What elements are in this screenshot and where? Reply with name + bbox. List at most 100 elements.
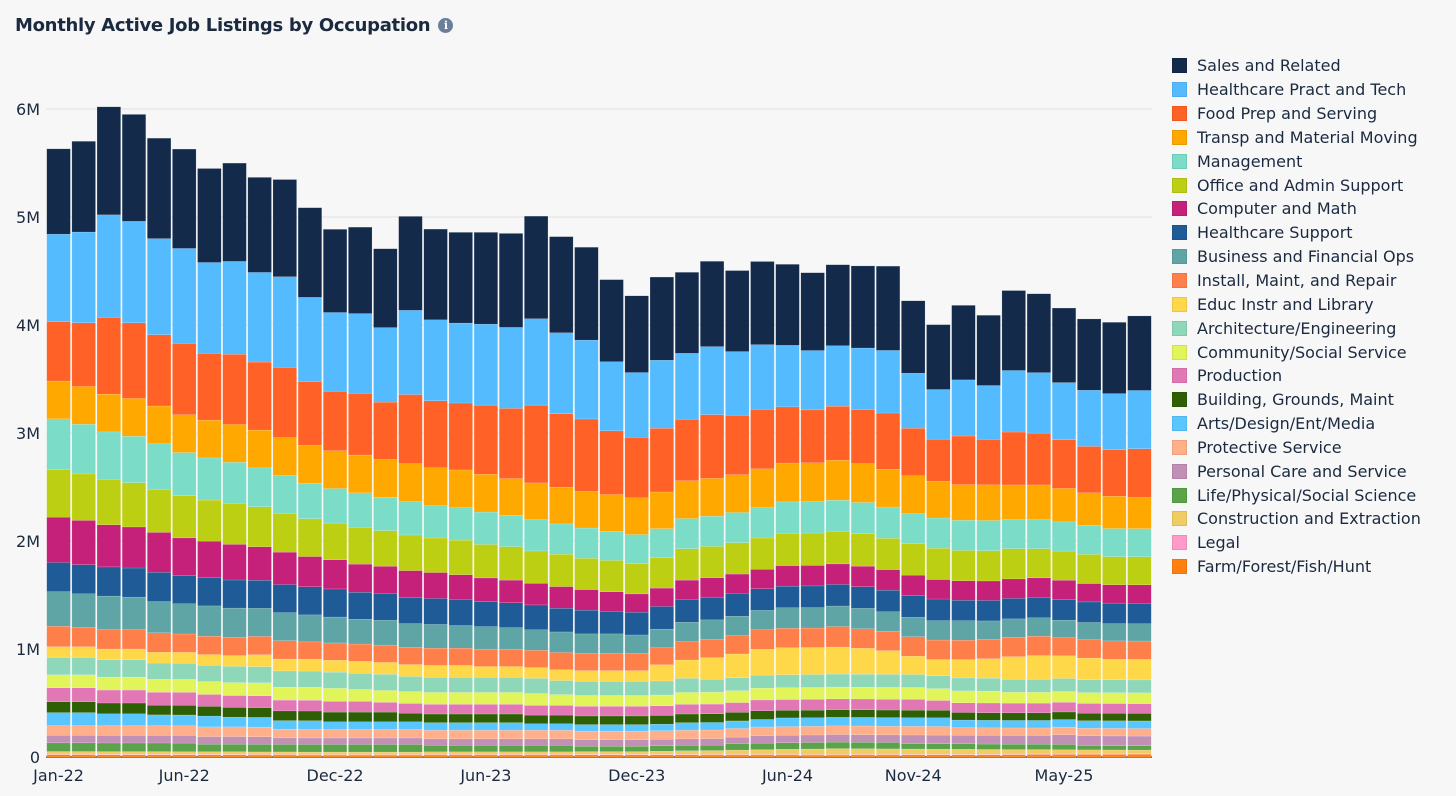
bar-segment[interactable]: [423, 598, 448, 625]
bar-segment[interactable]: [1077, 712, 1102, 721]
bar-segment[interactable]: [96, 431, 121, 480]
bar-segment[interactable]: [373, 711, 398, 722]
bar-segment[interactable]: [549, 680, 574, 695]
bar-segment[interactable]: [247, 636, 272, 655]
bar-segment[interactable]: [926, 743, 951, 750]
bar-segment[interactable]: [876, 569, 901, 591]
bar-segment[interactable]: [524, 604, 549, 630]
bar-segment[interactable]: [901, 636, 926, 657]
bar-segment[interactable]: [800, 647, 825, 675]
bar-segment[interactable]: [1052, 488, 1077, 523]
bar-segment[interactable]: [121, 754, 146, 758]
bar-segment[interactable]: [674, 722, 699, 731]
bar-segment[interactable]: [297, 641, 322, 660]
bar-segment[interactable]: [272, 699, 297, 712]
bar-segment[interactable]: [926, 438, 951, 482]
bar-segment[interactable]: [1001, 679, 1026, 693]
bar-segment[interactable]: [147, 238, 172, 335]
bar-segment[interactable]: [172, 148, 197, 249]
bar-segment[interactable]: [649, 360, 674, 429]
bar-segment[interactable]: [524, 650, 549, 668]
bar-segment[interactable]: [1001, 743, 1026, 750]
bar-segment[interactable]: [272, 179, 297, 277]
bar-segment[interactable]: [323, 671, 348, 689]
bar-segment[interactable]: [1077, 657, 1102, 680]
bar-segment[interactable]: [96, 689, 121, 704]
bar-segment[interactable]: [599, 430, 624, 495]
bar-segment[interactable]: [524, 751, 549, 755]
bar-segment[interactable]: [272, 513, 297, 553]
bar-segment[interactable]: [398, 737, 423, 745]
bar-stack-Nov-22[interactable]: [297, 207, 322, 758]
bar-segment[interactable]: [1026, 635, 1051, 656]
bar-segment[interactable]: [398, 676, 423, 692]
bar-segment[interactable]: [499, 677, 524, 693]
bar-segment[interactable]: [172, 603, 197, 635]
bar-segment[interactable]: [926, 748, 951, 755]
bar-segment[interactable]: [926, 548, 951, 580]
bar-segment[interactable]: [976, 735, 1001, 745]
bar-segment[interactable]: [473, 754, 498, 756]
bar-segment[interactable]: [674, 353, 699, 420]
bar-segment[interactable]: [147, 662, 172, 680]
bar-segment[interactable]: [1102, 393, 1127, 450]
bar-segment[interactable]: [750, 629, 775, 650]
bar-segment[interactable]: [976, 520, 1001, 551]
bar-segment[interactable]: [272, 754, 297, 758]
bar-segment[interactable]: [524, 583, 549, 606]
bar-segment[interactable]: [574, 681, 599, 696]
bar-segment[interactable]: [1102, 495, 1127, 529]
bar-segment[interactable]: [725, 743, 750, 751]
bar-segment[interactable]: [297, 710, 322, 721]
bar-segment[interactable]: [1052, 691, 1077, 703]
bar-segment[interactable]: [674, 659, 699, 679]
bar-segment[interactable]: [147, 601, 172, 633]
bar-segment[interactable]: [700, 703, 725, 715]
bar-segment[interactable]: [825, 709, 850, 718]
bar-segment[interactable]: [876, 674, 901, 688]
bar-segment[interactable]: [926, 324, 951, 390]
bar-segment[interactable]: [901, 743, 926, 750]
bar-segment[interactable]: [398, 463, 423, 502]
bar-segment[interactable]: [499, 692, 524, 705]
bar-segment[interactable]: [71, 564, 96, 595]
bar-segment[interactable]: [1127, 754, 1152, 758]
bar-segment[interactable]: [373, 327, 398, 403]
bar-segment[interactable]: [599, 361, 624, 432]
bar-segment[interactable]: [423, 400, 448, 468]
bar-segment[interactable]: [624, 724, 649, 732]
bar-segment[interactable]: [1102, 749, 1127, 755]
bar-segment[interactable]: [1127, 728, 1152, 737]
bar-segment[interactable]: [1102, 322, 1127, 394]
bar-segment[interactable]: [1052, 580, 1077, 600]
bar-segment[interactable]: [1127, 703, 1152, 714]
bar-segment[interactable]: [876, 412, 901, 470]
bar-segment[interactable]: [448, 754, 473, 758]
bar-segment[interactable]: [850, 725, 875, 735]
bar-segment[interactable]: [121, 322, 146, 399]
bar-segment[interactable]: [624, 706, 649, 717]
bar-segment[interactable]: [901, 734, 926, 744]
bar-segment[interactable]: [323, 616, 348, 644]
bar-segment[interactable]: [499, 233, 524, 328]
bar-segment[interactable]: [71, 754, 96, 758]
bar-segment[interactable]: [96, 648, 121, 661]
bar-segment[interactable]: [1001, 431, 1026, 486]
bar-segment[interactable]: [624, 754, 649, 758]
legend-item[interactable]: Farm/Forest/Fish/Hunt: [1172, 555, 1421, 579]
bar-segment[interactable]: [448, 738, 473, 746]
bar-segment[interactable]: [121, 725, 146, 736]
bar-segment[interactable]: [775, 565, 800, 587]
bar-segment[interactable]: [976, 439, 1001, 486]
bar-stack-Jun-22[interactable]: [172, 148, 197, 758]
bar-segment[interactable]: [674, 750, 699, 755]
bar-segment[interactable]: [1026, 577, 1051, 598]
bar-segment[interactable]: [373, 674, 398, 691]
bar-segment[interactable]: [398, 310, 423, 395]
bar-segment[interactable]: [121, 742, 146, 752]
bar-segment[interactable]: [901, 428, 926, 476]
bar-segment[interactable]: [800, 709, 825, 718]
bar-segment[interactable]: [725, 415, 750, 475]
bar-segment[interactable]: [71, 646, 96, 658]
bar-segment[interactable]: [1077, 728, 1102, 737]
